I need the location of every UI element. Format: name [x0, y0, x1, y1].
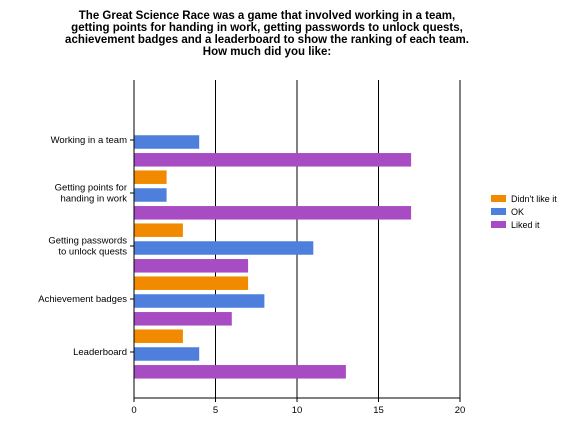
category-label: Leaderboard — [73, 347, 127, 358]
legend-label: Didn't like it — [511, 193, 557, 204]
category-label: Getting points for handing in work — [55, 183, 128, 205]
legend: Didn't like it OK Liked it — [491, 192, 557, 231]
bar — [134, 153, 412, 167]
legend-item: Liked it — [491, 218, 557, 231]
x-tick-label: 10 — [292, 405, 303, 416]
x-tick-label: 15 — [373, 405, 384, 416]
legend-swatch — [491, 221, 506, 228]
x-tick-label: 5 — [213, 405, 218, 416]
legend-swatch — [491, 195, 506, 202]
legend-label: OK — [511, 206, 525, 217]
x-tick-label: 0 — [131, 405, 136, 416]
bar — [134, 276, 249, 290]
bar — [134, 294, 265, 308]
bar — [134, 170, 167, 184]
bar — [134, 312, 232, 326]
bar — [134, 188, 167, 202]
bar — [134, 365, 346, 379]
x-tick-label: 20 — [455, 405, 466, 416]
legend-item: Didn't like it — [491, 192, 557, 205]
bar — [134, 206, 412, 220]
legend-label: Liked it — [511, 219, 540, 230]
category-label: Working in a team — [51, 135, 127, 146]
grid-lines — [215, 80, 461, 398]
bar — [134, 259, 249, 273]
bar — [134, 135, 200, 149]
bars — [134, 135, 412, 379]
chart-title: The Great Science Race was a game that i… — [65, 10, 469, 58]
legend-swatch — [491, 208, 506, 215]
legend-item: OK — [491, 205, 557, 218]
category-label: Getting passwords to unlock quests — [48, 236, 127, 258]
bar — [134, 223, 183, 237]
bar — [134, 241, 314, 255]
category-label: Achievement badges — [38, 294, 127, 305]
bar — [134, 329, 183, 343]
axes — [130, 80, 461, 402]
labels: 0 5 10 15 20 Working in a team Getting points … — [38, 135, 465, 416]
bar — [134, 347, 200, 361]
